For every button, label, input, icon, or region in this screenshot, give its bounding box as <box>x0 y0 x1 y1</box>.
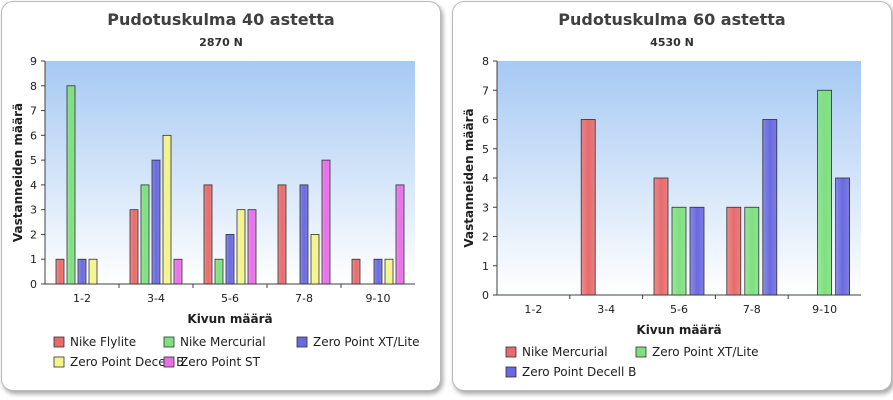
y-tick-label: 9 <box>30 55 37 68</box>
y-tick-label: 2 <box>482 231 489 244</box>
y-tick-label: 6 <box>482 114 489 127</box>
y-tick-label: 2 <box>30 228 37 241</box>
legend-swatch <box>635 346 647 358</box>
bar <box>373 258 383 285</box>
legend-label: Zero Point ST <box>180 355 261 369</box>
bar <box>162 134 172 285</box>
legend-swatch <box>296 336 308 348</box>
bar <box>671 206 687 296</box>
bar <box>277 184 287 285</box>
bar <box>77 258 87 285</box>
y-tick-label: 5 <box>30 154 37 167</box>
y-tick-label: 8 <box>482 55 489 68</box>
bar <box>726 206 742 296</box>
legend-label: Zero Point XT/Lite <box>313 335 420 349</box>
legend-label: Zero Point Decell B <box>522 365 636 379</box>
x-tick-label: 3-4 <box>147 292 165 305</box>
y-tick-label: 3 <box>482 201 489 214</box>
bar <box>762 119 778 296</box>
bar <box>835 177 851 296</box>
chart-subtitle: 4530 N <box>650 36 694 49</box>
legend-swatch <box>163 356 175 368</box>
bar <box>580 119 596 296</box>
y-tick-label: 4 <box>30 179 37 192</box>
y-tick-label: 1 <box>482 260 489 273</box>
bar <box>299 184 309 285</box>
bar <box>55 258 65 285</box>
legend-swatch <box>505 346 517 358</box>
chart-title: Pudotuskulma 60 astetta <box>558 10 785 29</box>
bar <box>225 234 235 285</box>
y-tick-label: 0 <box>30 278 37 291</box>
bar <box>310 234 320 285</box>
y-tick-label: 3 <box>30 204 37 217</box>
legend-swatch <box>53 336 65 348</box>
x-tick-label: 5-6 <box>670 303 688 316</box>
x-tick-label: 9-10 <box>366 292 391 305</box>
bar <box>236 209 246 285</box>
x-tick-label: 7-8 <box>295 292 313 305</box>
y-tick-label: 4 <box>482 172 489 185</box>
bar <box>689 206 705 296</box>
y-tick-label: 8 <box>30 80 37 93</box>
chart-right: Pudotuskulma 60 astetta 4530 N 0 1 2 3 4 5 6 7 8 1-… <box>462 10 861 379</box>
legend-swatch <box>163 336 175 348</box>
chart-title: Pudotuskulma 40 astetta <box>107 10 334 29</box>
legend-label: Nike Flylite <box>70 335 136 349</box>
x-axis-label: Kivun määrä <box>636 323 721 337</box>
y-tick-label: 7 <box>482 84 489 97</box>
bar <box>395 184 405 285</box>
bar <box>203 184 213 285</box>
y-tick-label: 6 <box>30 129 37 142</box>
bar <box>173 258 183 285</box>
x-tick-label: 3-4 <box>597 303 615 316</box>
bar <box>351 258 361 285</box>
bar <box>129 209 139 285</box>
x-tick-label: 5-6 <box>221 292 239 305</box>
bar <box>384 258 394 285</box>
chart-panel-right: Pudotuskulma 60 astetta 4530 N 0 1 2 3 4 5 6 7 8 1-… <box>452 1 892 391</box>
bar <box>214 258 224 285</box>
x-tick-label: 1-2 <box>524 303 542 316</box>
legend-label: Zero Point XT/Lite <box>652 345 759 359</box>
legend-label: Nike Mercurial <box>522 345 608 359</box>
x-tick-label: 7-8 <box>743 303 761 316</box>
bar <box>66 85 76 285</box>
bar <box>653 177 669 296</box>
chart-panel-left: Pudotuskulma 40 astetta 2870 N 0 1 2 3 4 5 6 7 8 9 1… <box>1 1 441 391</box>
bar <box>247 209 257 285</box>
bar <box>140 184 150 285</box>
x-axis-label: Kivun määrä <box>187 312 272 326</box>
y-tick-label: 0 <box>482 289 489 302</box>
legend-swatch <box>53 356 65 368</box>
y-tick-label: 7 <box>30 105 37 118</box>
legend-swatch <box>505 366 517 378</box>
legend-label: Nike Mercurial <box>180 335 266 349</box>
x-tick-label: 1-2 <box>73 292 91 305</box>
bar <box>321 159 331 285</box>
chart-left: Pudotuskulma 40 astetta 2870 N 0 1 2 3 4 5 6 7 8 9 1… <box>11 10 420 369</box>
chart-subtitle: 2870 N <box>199 36 243 49</box>
y-tick-label: 1 <box>30 253 37 266</box>
y-axis-label: Vastanneiden määrä <box>462 108 476 247</box>
bar <box>151 159 161 285</box>
legend-label: Zero Point Decell B <box>70 355 184 369</box>
bar <box>744 206 760 296</box>
y-axis-label: Vastanneiden määrä <box>11 103 25 242</box>
bar <box>817 89 833 296</box>
bar <box>88 258 98 285</box>
x-tick-label: 9-10 <box>812 303 837 316</box>
y-tick-label: 5 <box>482 143 489 156</box>
